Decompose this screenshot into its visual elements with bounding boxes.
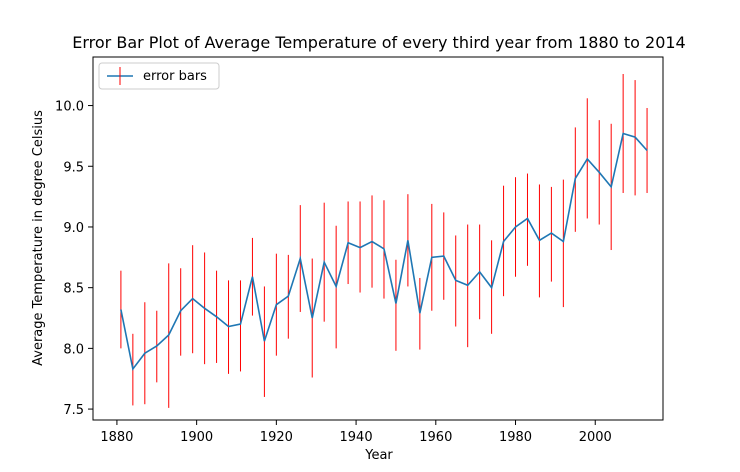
y-axis: 7.5 8.0 8.5 9.0 9.5 10.0 <box>55 100 93 418</box>
plot-area <box>92 56 664 421</box>
plot-frame <box>92 56 664 421</box>
x-axis: 1880 1900 1920 1940 1960 1980 2000 <box>100 420 612 445</box>
plot-background <box>93 57 663 420</box>
x-tick-label-1920: 1920 <box>260 430 293 445</box>
x-tick-label-1940: 1940 <box>340 430 373 445</box>
y-tick-label-8.5: 8.5 <box>63 282 84 297</box>
legend: error bars <box>98 62 220 90</box>
x-axis-label: Year <box>364 448 393 463</box>
y-tick-label-9: 9.0 <box>63 221 84 236</box>
chart-title: Error Bar Plot of Average Temperature of… <box>72 33 685 52</box>
x-tick-label-1960: 1960 <box>419 430 452 445</box>
y-tick-label-7.5: 7.5 <box>63 403 84 418</box>
y-tick-label-8: 8.0 <box>63 342 84 357</box>
x-tick-label-1980: 1980 <box>499 430 532 445</box>
y-tick-label-10: 10.0 <box>55 100 84 115</box>
x-tick-label-1880: 1880 <box>100 430 133 445</box>
legend-entry-error-bars: error bars <box>143 69 207 84</box>
y-axis-label: Average Temperature in degree Celsius <box>31 110 46 366</box>
x-tick-label-1900: 1900 <box>180 430 213 445</box>
y-tick-label-9.5: 9.5 <box>63 160 84 175</box>
x-tick-label-2000: 2000 <box>579 430 612 445</box>
legend-box <box>98 62 220 90</box>
series-line <box>120 132 648 371</box>
